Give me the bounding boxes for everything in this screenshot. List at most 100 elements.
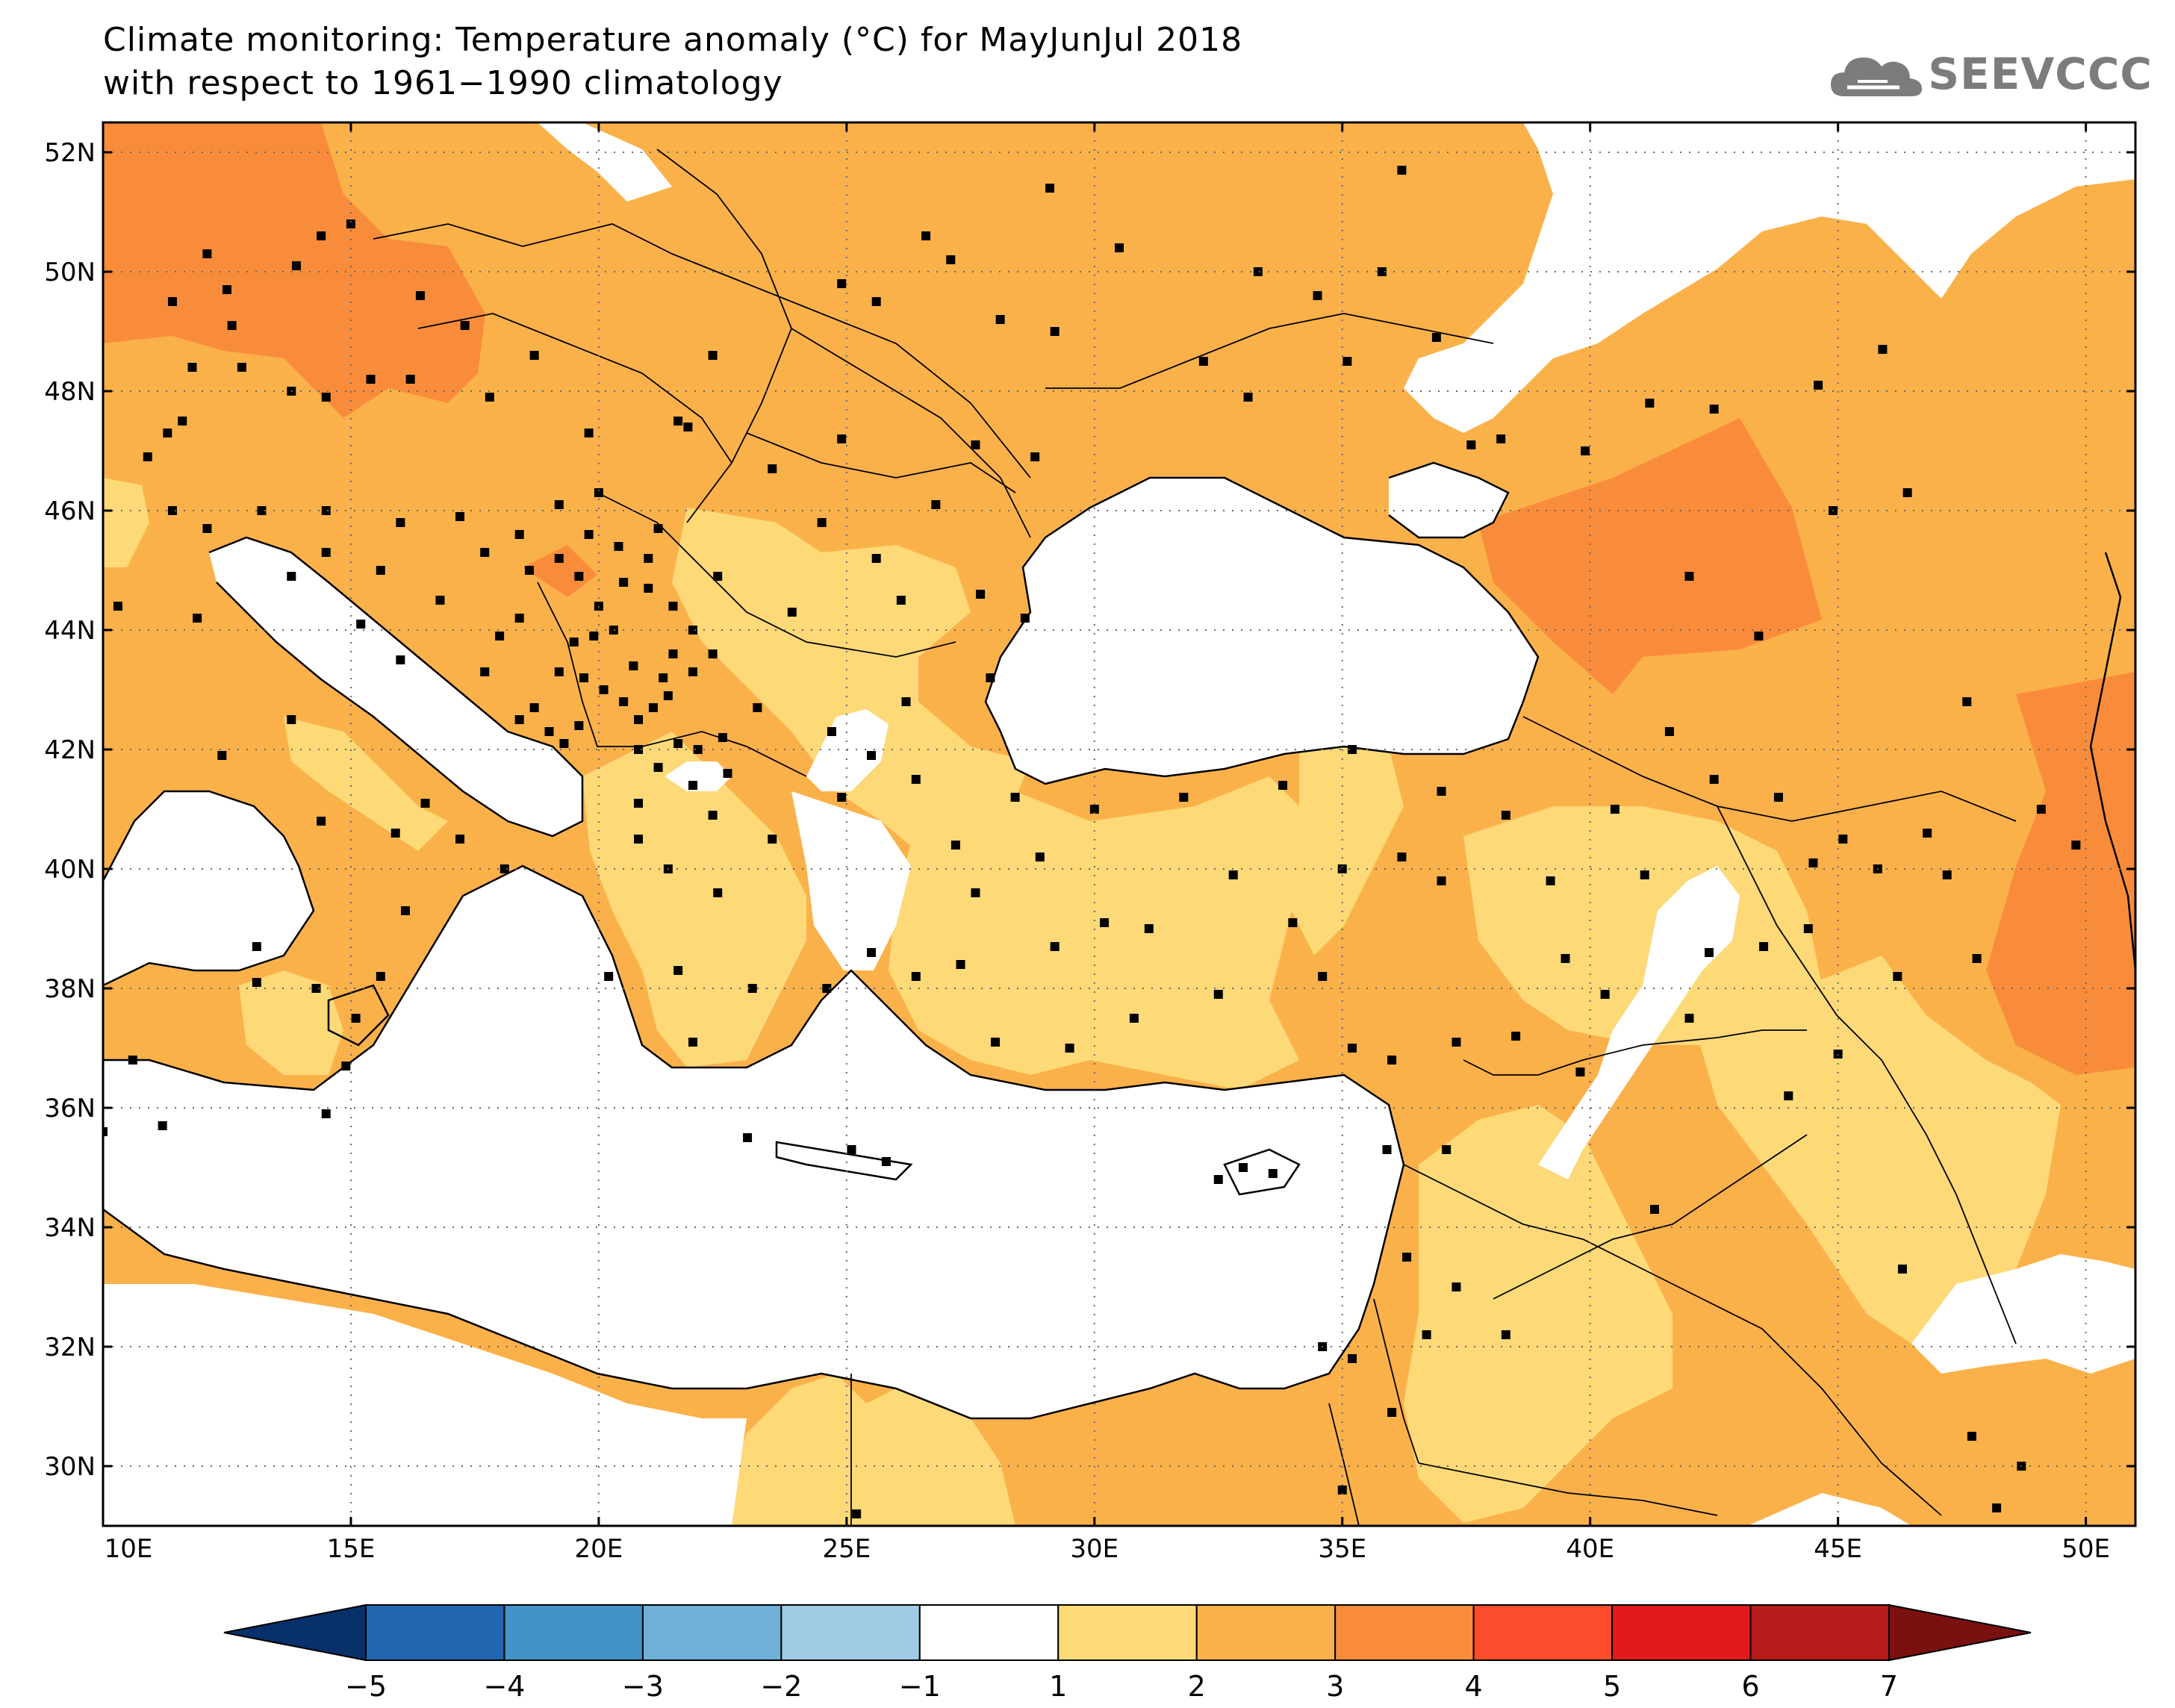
station-marker [202, 524, 212, 533]
station-marker [1581, 446, 1590, 455]
colorbar-segment [1057, 1604, 1198, 1661]
gridlines [103, 122, 2135, 1526]
station-marker [1045, 184, 1055, 193]
cloud-icon [1831, 57, 1923, 96]
station-marker [222, 285, 231, 294]
station-marker [1610, 805, 1619, 814]
station-marker [579, 673, 588, 682]
station-marker [405, 375, 415, 384]
station-marker [1268, 1169, 1278, 1178]
sicily [327, 984, 390, 1047]
anomaly-region-italy-east [284, 717, 448, 851]
station-marker [415, 291, 425, 300]
station-marker [867, 751, 877, 760]
lat-tick-label: 30N [44, 1452, 96, 1482]
station-marker [614, 542, 623, 551]
station-marker [871, 297, 881, 306]
station-marker [376, 972, 385, 981]
station-marker [971, 888, 980, 897]
station-marker [351, 1014, 361, 1023]
syria-nodata [1538, 866, 1740, 1179]
station-marker [822, 984, 832, 993]
lat-tick-label: 40N [44, 855, 96, 885]
station-marker [544, 727, 554, 736]
lon-tick-label: 20E [575, 1534, 623, 1564]
station-marker [693, 745, 703, 754]
station-marker [1897, 1265, 1907, 1274]
station-marker [460, 321, 470, 330]
station-marker [1972, 954, 1982, 963]
station-marker [1759, 942, 1769, 951]
station-marker [1382, 1145, 1392, 1154]
station-marker [480, 548, 490, 557]
station-marker [594, 488, 603, 497]
caspian-coast [2089, 552, 2135, 971]
station-marker [847, 1145, 856, 1154]
station-marker [1709, 775, 1719, 784]
colorbar-label: −4 [483, 1670, 525, 1703]
station-marker [529, 351, 539, 360]
station-marker [713, 888, 723, 897]
station-marker [321, 1109, 331, 1118]
station-marker [178, 417, 187, 426]
station-marker [1065, 1044, 1074, 1053]
station-marker [103, 1127, 108, 1136]
west-nodata [103, 1314, 179, 1374]
map-title-line-2: with respect to 1961−1990 climatology [103, 64, 783, 102]
anomaly-region-italy-south [239, 970, 343, 1075]
station-marker [629, 661, 638, 670]
station-marker [1243, 393, 1253, 402]
station-marker [1387, 1408, 1397, 1417]
station-marker [1664, 727, 1674, 736]
colorbar-segment [365, 1604, 505, 1661]
station-marker [529, 703, 539, 712]
station-marker [257, 506, 267, 515]
station-marker [1437, 787, 1446, 796]
station-marker [1377, 267, 1387, 276]
lat-tick-label: 36N [44, 1094, 96, 1123]
colorbar-segment [1195, 1604, 1337, 1661]
aegean-nodata [791, 791, 911, 970]
map-title-line-1: Climate monitoring: Temperature anomaly … [103, 21, 1243, 59]
station-marker [1035, 853, 1045, 861]
colorbar-label: 4 [1465, 1670, 1483, 1703]
station-marker [1501, 811, 1510, 820]
station-marker [911, 775, 921, 784]
station-marker [644, 584, 653, 593]
station-marker [1814, 381, 1823, 390]
station-marker [321, 506, 331, 515]
station-marker [881, 1157, 891, 1166]
colorbar-label: 5 [1603, 1670, 1621, 1703]
russia-nodata [1404, 122, 2135, 433]
station-marker [1278, 781, 1288, 790]
station-marker [1442, 1145, 1451, 1154]
colorbar-label: −2 [760, 1670, 802, 1703]
station-marker [619, 697, 629, 706]
station-marker [768, 464, 777, 473]
station-marker [688, 781, 698, 790]
station-marker [644, 554, 653, 563]
lon-tick-label: 50E [2062, 1534, 2110, 1564]
station-marker [1902, 488, 1912, 497]
station-marker [1228, 870, 1238, 879]
anomaly-region-anatolia [889, 776, 1314, 1090]
station-marker [1402, 1253, 1412, 1262]
black-sea [986, 478, 1538, 784]
station-marker [1967, 1432, 1976, 1441]
station-marker [1684, 572, 1694, 581]
lat-tick-label: 48N [44, 377, 96, 407]
station-marker [1050, 327, 1060, 336]
colorbar-segment [1334, 1604, 1475, 1661]
seevccc-logo: SEEVCCC [1828, 40, 2153, 107]
anomaly-region-serbia [523, 545, 597, 597]
station-marker [1684, 1014, 1694, 1023]
station-marker [1575, 1068, 1585, 1076]
station-marker [619, 578, 629, 587]
station-marker [455, 835, 465, 844]
station-marker [718, 733, 727, 742]
lon-tick-label: 40E [1566, 1534, 1614, 1564]
station-marker [514, 614, 524, 623]
station-marker [163, 428, 172, 437]
station-marker [287, 715, 296, 724]
station-marker [554, 554, 564, 563]
